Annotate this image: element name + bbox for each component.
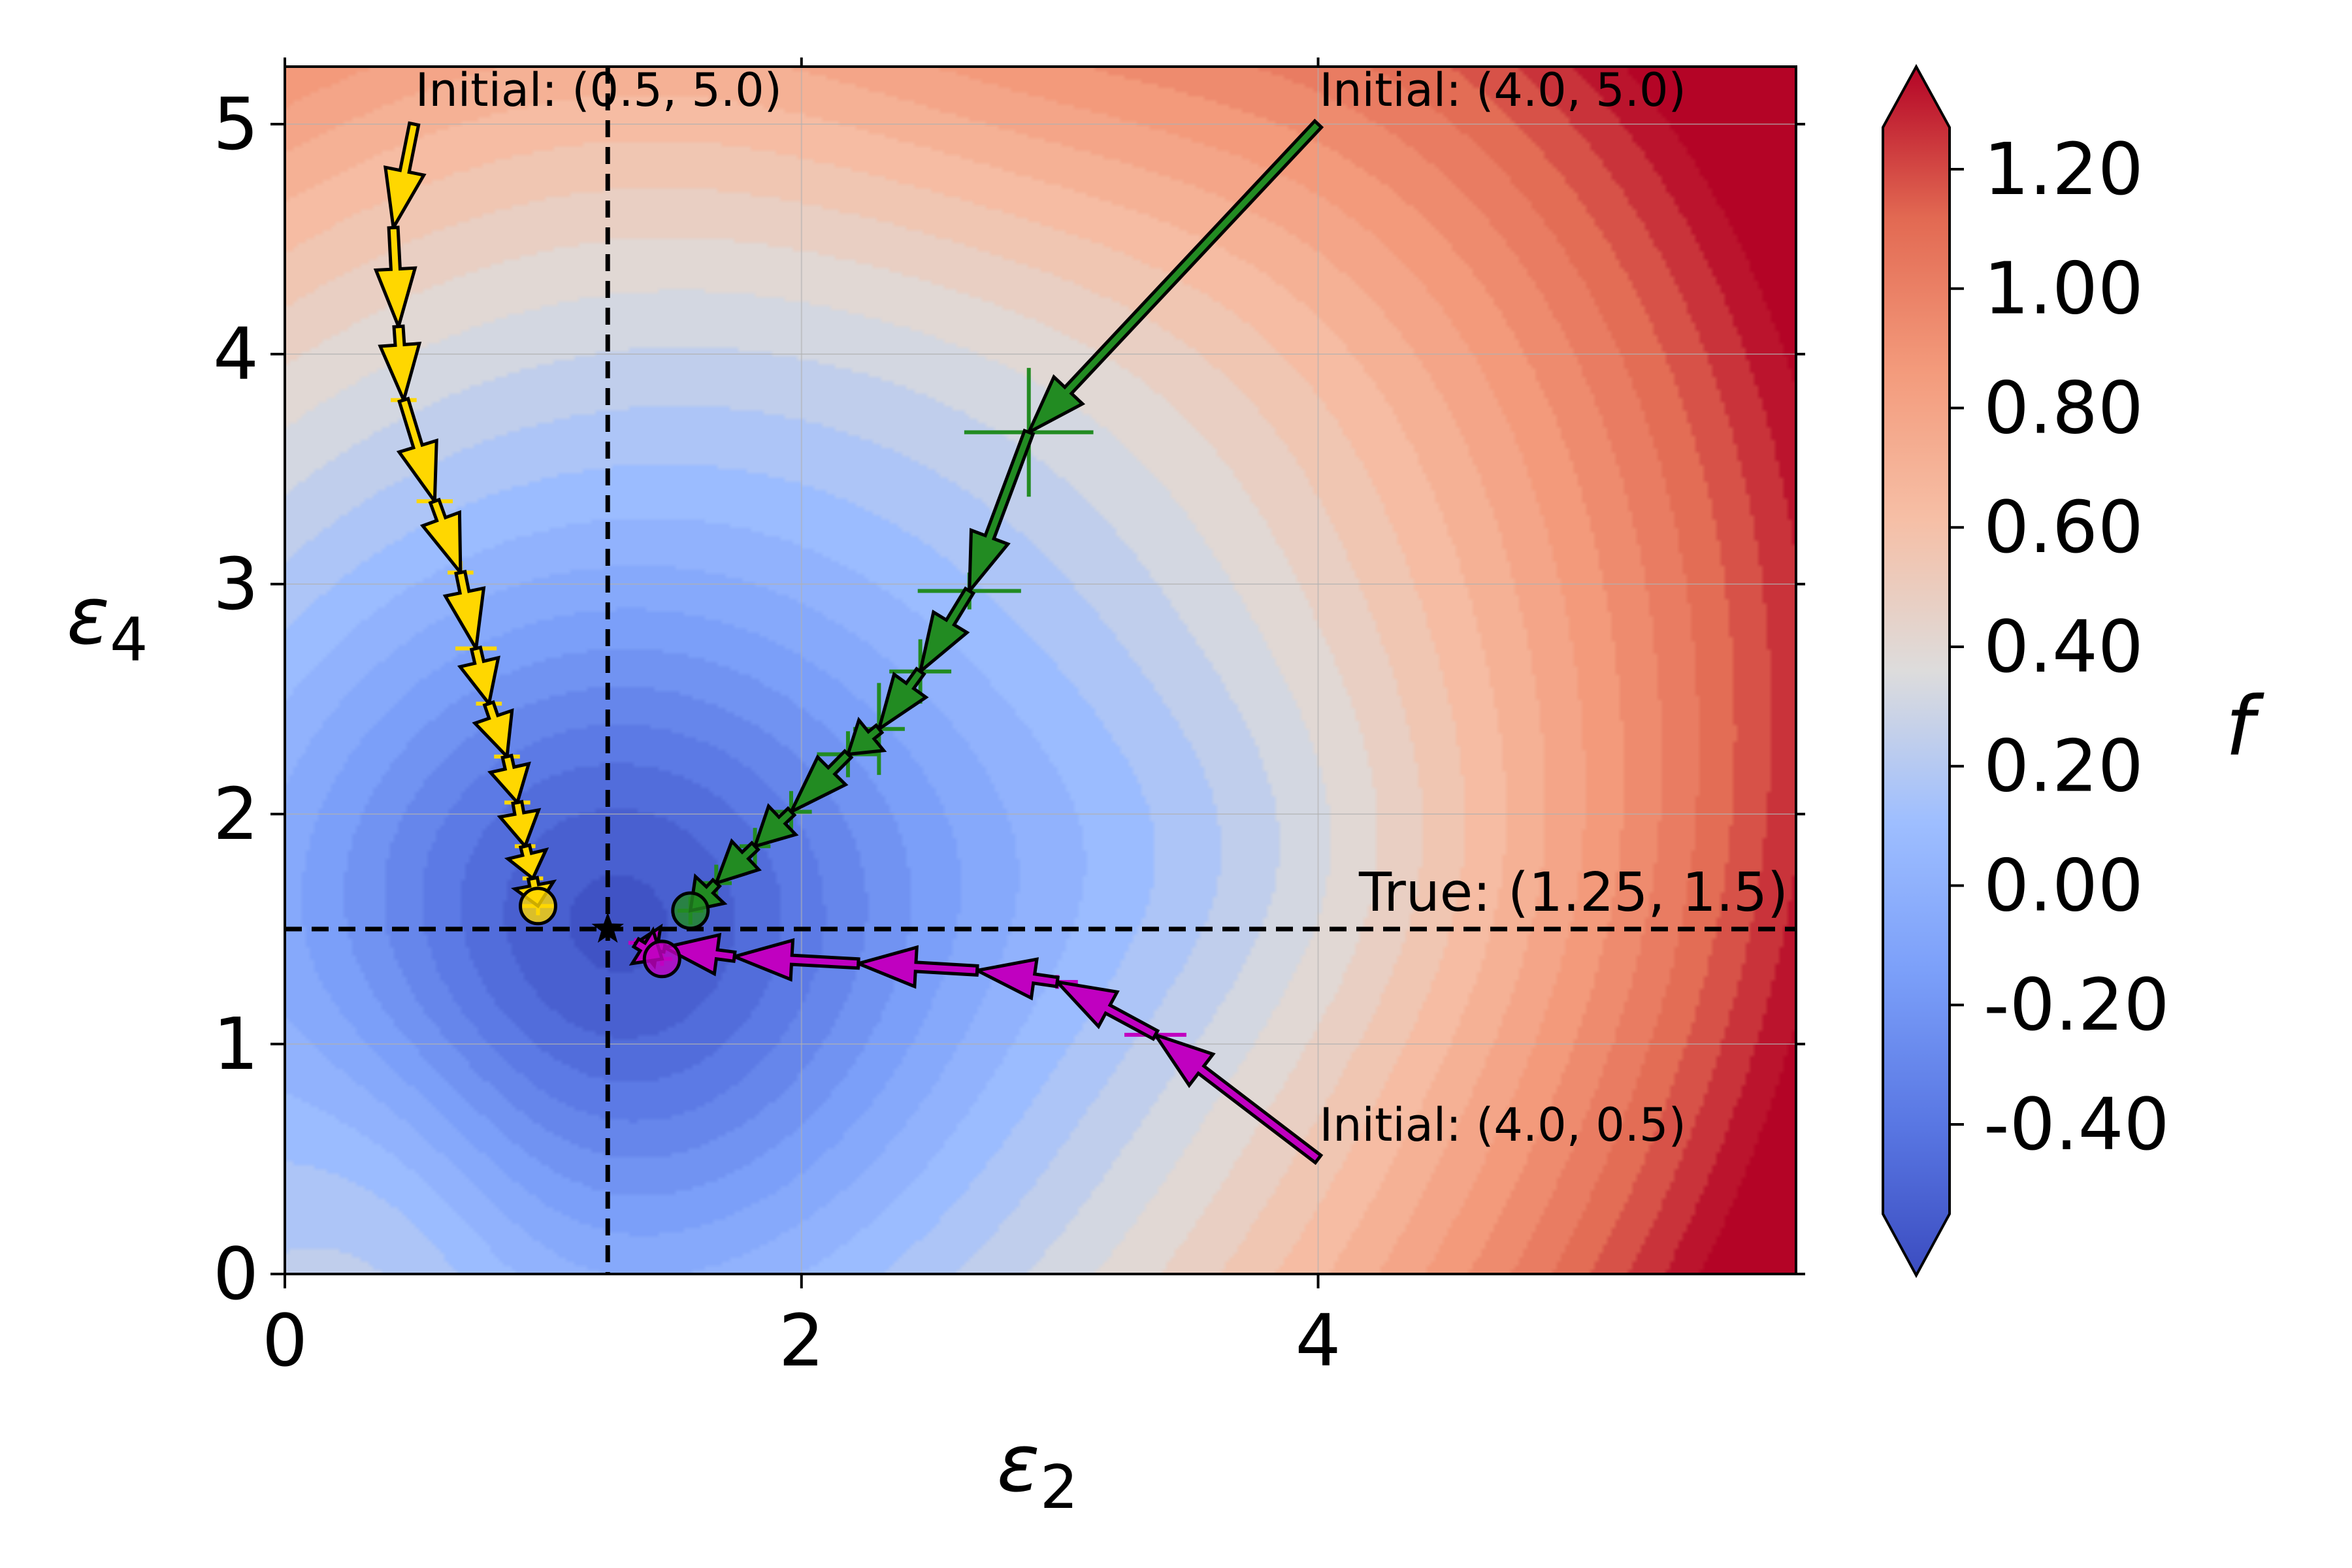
trajectory-arrow bbox=[378, 324, 422, 405]
trajectory-arrow bbox=[497, 800, 542, 850]
colorbar-tick-label: 1.00 bbox=[1984, 247, 2144, 331]
trajectory-arrow bbox=[419, 497, 463, 578]
y-axis-label: ε4 bbox=[67, 570, 148, 675]
trajectory-2 bbox=[671, 118, 1324, 930]
x-tick-label: 2 bbox=[779, 1299, 825, 1382]
colorbar-label: f bbox=[2225, 679, 2264, 774]
colorbar-tick-label: 1.20 bbox=[1984, 127, 2144, 211]
trajectory-arrow bbox=[845, 717, 887, 757]
initial-label: Initial: (4.0, 0.5) bbox=[1320, 1098, 1686, 1152]
trajectory-arrow bbox=[787, 749, 854, 816]
annotations: Initial: (0.5, 5.0) Initial: (4.0, 5.0) In… bbox=[416, 63, 1788, 1152]
trajectory-arrow bbox=[396, 397, 438, 506]
y-tick-label: 0 bbox=[213, 1232, 259, 1316]
initial-label: Initial: (0.5, 5.0) bbox=[416, 63, 782, 117]
y-tick-label: 4 bbox=[213, 312, 259, 396]
y-tick-label: 2 bbox=[213, 772, 259, 856]
trajectory-arrow bbox=[504, 843, 549, 881]
x-axis: 0 2 4 bbox=[262, 57, 1341, 1382]
trajectory-arrow bbox=[1053, 979, 1160, 1041]
trajectory-3 bbox=[628, 923, 1324, 1166]
trajectory-arrow bbox=[442, 570, 486, 654]
trajectory-arrow bbox=[457, 645, 500, 708]
x-axis-label: ε2 bbox=[997, 1417, 1079, 1522]
plot-frame bbox=[284, 65, 1797, 1275]
y-tick-label: 1 bbox=[213, 1002, 259, 1086]
final-point-marker bbox=[518, 887, 557, 926]
trajectory-1 bbox=[373, 121, 557, 926]
trajectories bbox=[373, 118, 1324, 1166]
trajectory-arrow bbox=[968, 428, 1036, 596]
trajectory-arrow bbox=[472, 700, 514, 760]
trajectory-arrow bbox=[729, 938, 860, 982]
trajectory-arrow bbox=[876, 666, 929, 733]
y-tick-label: 5 bbox=[213, 82, 259, 166]
true-point-label: True: (1.25, 1.5) bbox=[1358, 862, 1788, 924]
colorbar-ticks: -0.40 -0.20 0.00 0.20 0.40 0.60 0.80 1.00 1.20 bbox=[1950, 127, 2170, 1166]
colorbar-tick-label: 0.60 bbox=[1984, 485, 2144, 569]
x-tick-label: 4 bbox=[1296, 1299, 1341, 1382]
trajectory-arrow bbox=[972, 957, 1060, 1001]
final-point-marker bbox=[642, 939, 681, 979]
trajectory-arrow bbox=[383, 121, 427, 233]
colorbar-tick-label: -0.40 bbox=[1984, 1083, 2170, 1166]
colorbar: -0.40 -0.20 0.00 0.20 0.40 0.60 0.80 1.00 1.20 f bbox=[1882, 63, 2264, 1279]
colorbar-tick-label: -0.20 bbox=[1984, 963, 2170, 1047]
plot-area: Initial: (0.5, 5.0) Initial: (4.0, 5.0) In… bbox=[284, 63, 1797, 1275]
colorbar-body bbox=[1882, 63, 1951, 1279]
x-tick-label: 0 bbox=[262, 1299, 308, 1382]
true-point-star bbox=[591, 912, 624, 943]
y-axis: 0 1 2 3 4 5 bbox=[213, 82, 1805, 1316]
contour-field bbox=[285, 67, 1796, 1274]
trajectory-arrow bbox=[1151, 1032, 1324, 1166]
trajectory-arrow bbox=[1025, 118, 1324, 436]
true-value-lines bbox=[285, 67, 1796, 1274]
colorbar-tick-label: 0.00 bbox=[1984, 843, 2144, 927]
trajectory-arrow bbox=[660, 932, 737, 977]
trajectory-arrow bbox=[373, 225, 417, 332]
final-point-marker bbox=[671, 891, 710, 930]
trajectory-arrow bbox=[487, 753, 531, 806]
colorbar-tick-label: 0.40 bbox=[1984, 605, 2144, 689]
trajectory-arrow bbox=[752, 803, 799, 849]
colorbar-tick-label: 0.80 bbox=[1984, 366, 2144, 449]
y-tick-label: 3 bbox=[213, 542, 259, 626]
trajectory-arrow bbox=[853, 945, 979, 989]
trajectory-arrow bbox=[713, 838, 762, 886]
trajectory-arrow bbox=[917, 586, 976, 676]
initial-label: Initial: (4.0, 5.0) bbox=[1320, 63, 1686, 117]
colorbar-tick-label: 0.20 bbox=[1984, 725, 2144, 808]
